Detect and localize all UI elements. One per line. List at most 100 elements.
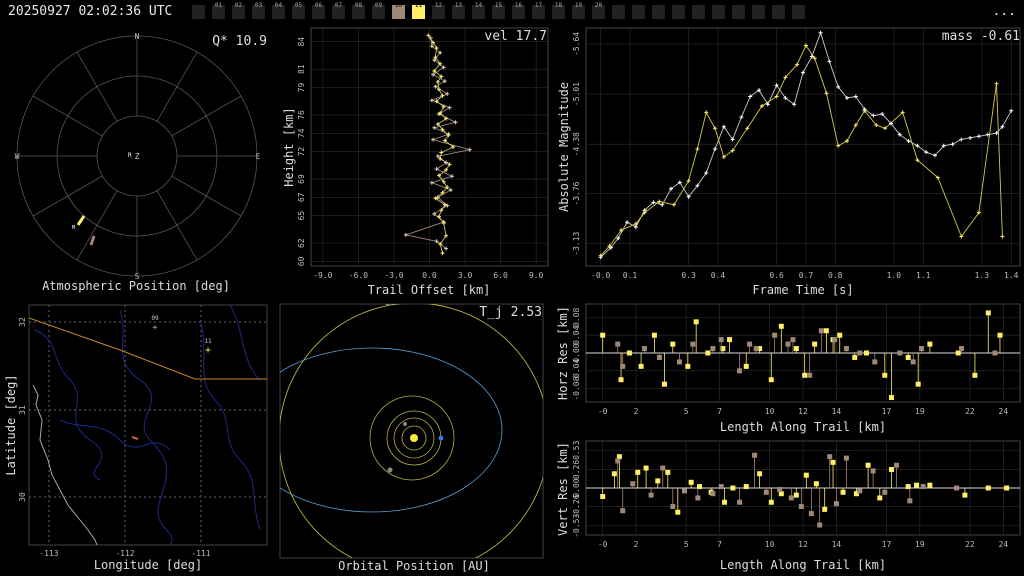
y-tick-label: 84 bbox=[297, 37, 306, 47]
camera-indicator[interactable] bbox=[732, 5, 745, 19]
lightcurve-point-camera11 bbox=[795, 62, 800, 67]
lightcurve-point-camera10 bbox=[792, 102, 797, 107]
trail-point-primary bbox=[432, 69, 437, 74]
polar-spoke bbox=[76, 51, 118, 122]
trail-line-primary bbox=[427, 35, 455, 254]
residual-point bbox=[823, 328, 829, 334]
polar-grid bbox=[16, 35, 258, 277]
camera-indicator[interactable]: 03 bbox=[252, 2, 265, 19]
trail-point-secondary bbox=[429, 98, 434, 103]
orbit-frame bbox=[279, 303, 544, 559]
vert-marks bbox=[586, 452, 1020, 528]
camera-indicator[interactable]: 15 bbox=[492, 2, 505, 19]
x-tick-label: 19 bbox=[915, 540, 925, 549]
residual-point bbox=[710, 491, 716, 497]
residual-point bbox=[757, 471, 763, 477]
residual-point bbox=[785, 341, 791, 347]
residual-point bbox=[832, 337, 838, 343]
camera-indicator[interactable]: 01 bbox=[212, 2, 225, 19]
camera-indicator[interactable]: 05 bbox=[292, 2, 305, 19]
camera-indicator[interactable] bbox=[612, 5, 625, 19]
velocity-value: vel 17.7 bbox=[484, 29, 547, 44]
camera-indicator[interactable] bbox=[192, 5, 205, 19]
camera-indicator[interactable]: 13 bbox=[452, 2, 465, 19]
map-x-tick: -113 bbox=[39, 549, 58, 558]
camera-indicator[interactable]: 10 bbox=[392, 2, 405, 19]
residual-point bbox=[690, 341, 696, 347]
residual-point bbox=[817, 522, 823, 528]
camera-indicator[interactable]: 12 bbox=[432, 2, 445, 19]
lightcurve-point-camera11 bbox=[844, 139, 849, 144]
x-tick-label: 5 bbox=[684, 540, 689, 549]
camera-indicator-label: 03 bbox=[254, 2, 263, 9]
top-bar: 20250927 02:02:36 UTC 01 02 03 04 05 06 07 08 09… bbox=[0, 0, 1024, 24]
camera-indicator[interactable] bbox=[712, 5, 725, 19]
y-tick-label: 0.00 bbox=[572, 478, 581, 497]
menu-button[interactable]: ... bbox=[992, 4, 1016, 19]
lightcurve-point-camera10 bbox=[704, 170, 709, 175]
x-tick-label: 0.0 bbox=[422, 271, 437, 280]
camera-indicator-label: 20 bbox=[594, 2, 603, 9]
lightcurve-point-camera10 bbox=[818, 30, 823, 35]
lightcurve-point-camera11 bbox=[874, 123, 879, 128]
trail-point-secondary bbox=[444, 160, 449, 165]
lightcurve-point-camera10 bbox=[871, 113, 876, 118]
residual-point bbox=[710, 346, 716, 352]
camera-indicator[interactable]: 17 bbox=[532, 2, 545, 19]
residual-point bbox=[615, 458, 621, 464]
camera-indicator[interactable] bbox=[792, 5, 805, 19]
trail-point-primary bbox=[439, 150, 444, 155]
residual-point bbox=[802, 372, 808, 378]
camera-indicator[interactable]: 06 bbox=[312, 2, 325, 19]
residual-point bbox=[730, 485, 736, 491]
camera-indicator[interactable]: 14 bbox=[472, 2, 485, 19]
camera-indicator[interactable]: 02 bbox=[232, 2, 245, 19]
camera-indicator[interactable] bbox=[652, 5, 665, 19]
camera-indicator[interactable]: 16 bbox=[512, 2, 525, 19]
trail-point-secondary bbox=[434, 239, 439, 244]
lightcurve-point-camera10 bbox=[976, 134, 981, 139]
residual-point bbox=[670, 341, 676, 347]
camera-indicator[interactable]: 08 bbox=[352, 2, 365, 19]
camera-indicator[interactable]: 04 bbox=[272, 2, 285, 19]
camera-indicator[interactable]: 09 bbox=[372, 2, 385, 19]
camera-indicator[interactable] bbox=[772, 5, 785, 19]
camera-indicator[interactable] bbox=[692, 5, 705, 19]
camera-indicator-label: 12 bbox=[434, 2, 443, 9]
residual-point bbox=[897, 350, 903, 356]
residual-point bbox=[959, 346, 965, 352]
camera-indicator[interactable]: 18 bbox=[552, 2, 565, 19]
camera-indicator[interactable]: 19 bbox=[572, 2, 585, 19]
camera-indicator[interactable]: 11 bbox=[412, 2, 425, 19]
camera-indicator[interactable] bbox=[632, 5, 645, 19]
residual-point bbox=[813, 481, 819, 487]
height-grid: -9.0 -6.0 -3.0 0.0 3.0 6.0 9.0 60 62 65 67 69 72 74 76… bbox=[297, 28, 548, 280]
camera-indicator[interactable] bbox=[672, 5, 685, 19]
lightcurve-point-camera10 bbox=[730, 137, 735, 142]
x-tick-label: 1.3 bbox=[975, 271, 990, 280]
camera-indicator[interactable]: 07 bbox=[332, 2, 345, 19]
trail-point-primary bbox=[434, 46, 439, 51]
camera-indicator[interactable]: 20 bbox=[592, 2, 605, 19]
polar-spoke bbox=[32, 95, 103, 137]
mass-value: mass -0.61 bbox=[942, 29, 1020, 44]
residual-point bbox=[905, 354, 911, 360]
camera-indicator-label: 17 bbox=[534, 2, 543, 9]
x-tick-label: 14 bbox=[832, 540, 842, 549]
residual-point bbox=[818, 328, 824, 334]
residual-point bbox=[888, 395, 894, 401]
lightcurve-point-camera10 bbox=[950, 142, 955, 147]
trail-point-primary bbox=[441, 179, 446, 184]
y-tick-label: 0.08 bbox=[572, 308, 581, 327]
residual-point bbox=[743, 484, 749, 490]
residual-point bbox=[955, 350, 961, 356]
meteor-track-secondary bbox=[89, 235, 96, 246]
compass-east: E bbox=[256, 152, 261, 161]
y-tick-label: 76 bbox=[297, 110, 306, 120]
residual-point bbox=[865, 462, 871, 468]
orbit-layers bbox=[280, 304, 543, 558]
lightcurve-point-camera10 bbox=[844, 96, 849, 101]
residual-point bbox=[648, 492, 654, 498]
camera-indicator[interactable] bbox=[752, 5, 765, 19]
residual-point bbox=[1004, 485, 1010, 491]
